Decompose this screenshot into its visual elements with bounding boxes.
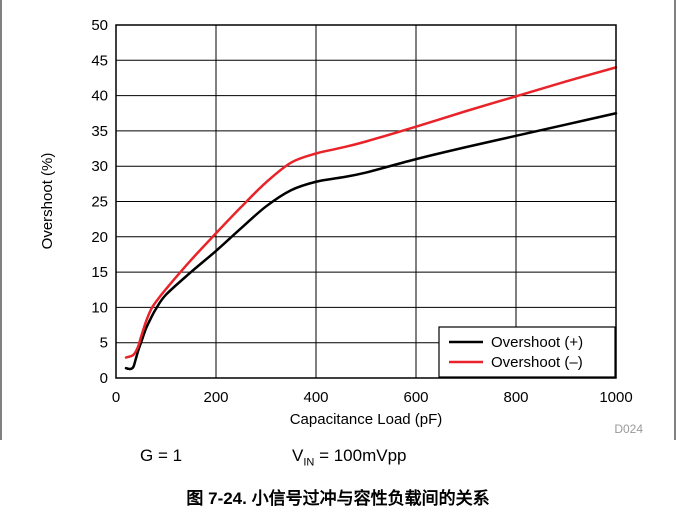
condition-gain: G = 1 <box>140 446 183 465</box>
vin-value: = 100mVpp <box>314 446 407 465</box>
y-tick-label: 35 <box>91 123 108 140</box>
series-layer <box>124 66 618 371</box>
x-tick-label: 0 <box>112 389 120 406</box>
y-tick-label: 25 <box>91 194 108 211</box>
y-tick-label: 5 <box>100 335 108 352</box>
plot-border <box>115 24 617 379</box>
legend-label-1: Overshoot (–) <box>491 354 583 371</box>
y-tick-label: 30 <box>91 158 108 175</box>
tick-labels: 0 200 400 600 800 1000 0 5 10 15 20 25 30 35 40 45 50 <box>91 17 632 406</box>
x-tick-label: 200 <box>203 389 228 406</box>
condition-vin: VIN = 100mVpp <box>292 446 407 468</box>
vin-prefix: V <box>292 446 304 465</box>
y-tick-label: 45 <box>91 52 108 69</box>
x-tick-label: 800 <box>503 389 528 406</box>
legend-box <box>438 326 616 378</box>
vin-subscript: IN <box>303 456 315 469</box>
y-tick-label: 0 <box>100 370 108 387</box>
figure-caption: 图 7-24. 小信号过冲与容性负载间的关系 <box>186 489 490 508</box>
x-tick-label: 600 <box>403 389 428 406</box>
y-tick-label: 40 <box>91 88 108 105</box>
series-line-1 <box>124 66 618 359</box>
watermark-code: D024 <box>614 422 643 436</box>
legend-label-0: Overshoot (+) <box>491 334 583 351</box>
x-tick-label: 1000 <box>599 389 632 406</box>
series-line-0 <box>124 112 618 371</box>
x-tick-label: 400 <box>303 389 328 406</box>
y-tick-label: 10 <box>91 299 108 316</box>
x-axis-label: Capacitance Load (pF) <box>290 411 443 428</box>
grid <box>115 24 617 379</box>
y-tick-label: 15 <box>91 264 108 281</box>
y-axis-label: Overshoot (%) <box>39 153 56 250</box>
legend: Overshoot (+) Overshoot (–) <box>438 326 616 378</box>
y-tick-label: 20 <box>91 229 108 246</box>
y-tick-label: 50 <box>91 17 108 34</box>
